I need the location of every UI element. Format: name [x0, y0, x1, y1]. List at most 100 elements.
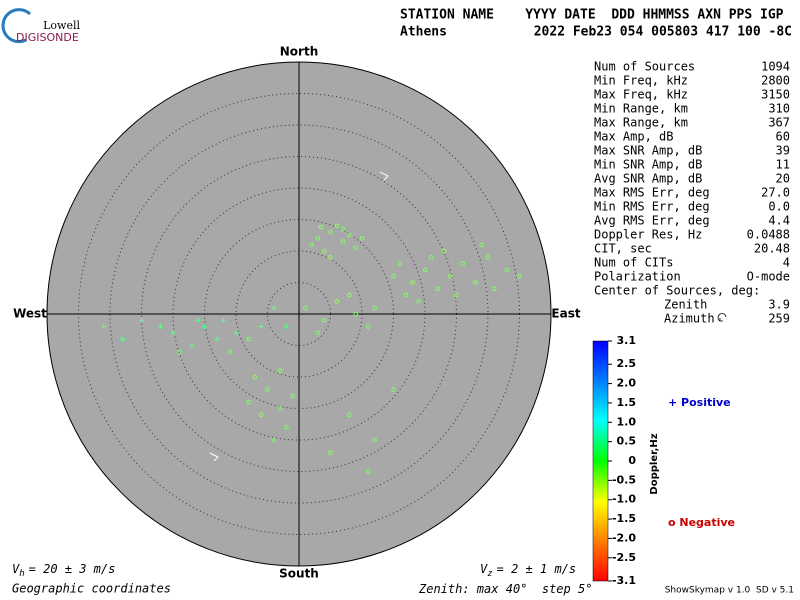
source-positive	[139, 317, 144, 323]
source-negative	[347, 292, 352, 298]
vh: Vh = 20 ± 3 m/s	[12, 562, 115, 579]
colorbar-tick-label: -2.0	[612, 531, 636, 544]
stat-value: 3150	[761, 88, 790, 102]
positive-text: Positive	[681, 396, 731, 409]
source-negative	[359, 236, 365, 241]
colorbar-tick-label: -2.5	[612, 551, 636, 564]
source-negative	[429, 254, 434, 260]
coords: Geographic coordinates	[12, 582, 171, 596]
source-positive	[101, 324, 107, 330]
colorbar-tick-label: -3.1	[612, 574, 636, 587]
source-negative	[347, 232, 352, 238]
sources	[101, 223, 522, 474]
colorbar-label: Doppler,Hz	[649, 433, 660, 494]
stat-value: 20.48	[754, 242, 790, 256]
source-negative	[334, 223, 340, 229]
source-negative	[340, 226, 346, 232]
source-negative	[504, 267, 510, 273]
stat-value: 0.0488	[747, 228, 790, 242]
version: ShowSkymap v 1.0 SD v 5.1	[665, 586, 794, 596]
chevrons	[209, 171, 389, 462]
source-negative	[246, 399, 251, 405]
source-negative	[441, 248, 447, 254]
azimuth-value: 259	[768, 312, 790, 326]
east-label: East	[551, 307, 580, 321]
colorbar-tick-label: -0.5	[612, 473, 636, 486]
source-negative	[284, 425, 289, 430]
source-negative	[485, 254, 491, 260]
header-values: 2022 Feb23 054 005803 417 100 -8C	[534, 25, 792, 40]
vz: Vz = 2 ± 1 m/s	[480, 562, 576, 579]
source-negative	[473, 280, 478, 285]
stat-value: O-mode	[747, 270, 790, 284]
source-positive	[220, 317, 226, 323]
source-negative	[372, 437, 377, 443]
logo-arc	[1, 8, 32, 44]
logo-top: Lowell	[43, 19, 80, 32]
colorbar-tick-label: -1.0	[612, 493, 636, 506]
zenith-label: Zenith	[664, 298, 707, 312]
circle: o	[668, 516, 679, 529]
source-positive	[271, 305, 277, 311]
azimuth-label: Azimuth	[664, 312, 715, 326]
source-negative	[277, 406, 283, 411]
source-positive	[170, 330, 176, 336]
source-negative	[328, 254, 333, 260]
source-positive	[189, 343, 195, 348]
stat-label: Num of CITs	[594, 256, 673, 270]
vz-text: = 2 ± 1 m/s	[497, 562, 576, 576]
source-negative	[353, 311, 359, 317]
stat-label: Min RMS Err, deg	[594, 200, 710, 214]
source-negative	[315, 330, 321, 336]
source-negative	[334, 299, 340, 304]
source-positive	[233, 330, 239, 336]
t: Zenith: max	[418, 582, 499, 596]
stat-label: Avg RMS Err, deg	[594, 214, 710, 228]
source-negative	[321, 318, 327, 323]
sub: z	[487, 569, 492, 579]
t: 40	[506, 582, 520, 596]
source-negative	[258, 412, 264, 418]
colorbar-tick-label: -1.5	[612, 512, 636, 525]
source-negative	[227, 349, 232, 355]
stat-value: 2800	[761, 74, 790, 88]
source-negative	[252, 374, 258, 380]
stat-value: 39	[776, 144, 790, 158]
legend-negative: o Negative	[668, 516, 735, 529]
source-negative	[366, 324, 371, 329]
stat-label: Doppler Res, Hz	[594, 228, 702, 242]
source-negative	[416, 299, 422, 304]
stat-label: Max Amp, dB	[594, 130, 673, 144]
source-negative	[246, 336, 251, 342]
north-label: North	[280, 45, 318, 59]
stat-label: Num of Sources	[594, 60, 695, 74]
source-negative	[347, 412, 352, 418]
source-negative	[391, 273, 396, 279]
stat-label: Min Freq, kHz	[594, 74, 688, 88]
stat-value: 27.0	[761, 186, 790, 200]
zenith-info: Zenith: max 40° step 5°	[418, 582, 592, 596]
stat-label: Avg SNR Amp, dB	[594, 172, 702, 186]
stat-value: 367	[768, 116, 790, 130]
stats-table: Num of Sources 1094 Min Freq, kHz 2800 Max F…	[594, 60, 790, 284]
source-positive	[120, 336, 126, 342]
source-negative	[366, 469, 371, 474]
header-columns: STATION NAME YYYY DATE DDD HHMMSS AXN PP…	[400, 8, 784, 23]
colorbar-tick-label: 1.5	[617, 396, 637, 409]
t: step	[542, 582, 571, 596]
source-negative	[271, 437, 277, 443]
source-negative	[372, 305, 377, 311]
negative-text: Negative	[679, 516, 735, 529]
stat-value: 4	[783, 256, 790, 270]
t: °	[585, 582, 592, 596]
colorbar	[592, 340, 609, 582]
source-negative	[454, 292, 459, 298]
zenith-value: 3.9	[768, 298, 790, 312]
colorbar-tick-label: 1.0	[617, 415, 637, 428]
plus: +	[668, 396, 681, 409]
source-negative	[265, 387, 270, 392]
source-negative	[435, 286, 440, 292]
sub: h	[19, 569, 24, 579]
source-positive	[195, 317, 201, 323]
source-negative	[303, 305, 308, 311]
